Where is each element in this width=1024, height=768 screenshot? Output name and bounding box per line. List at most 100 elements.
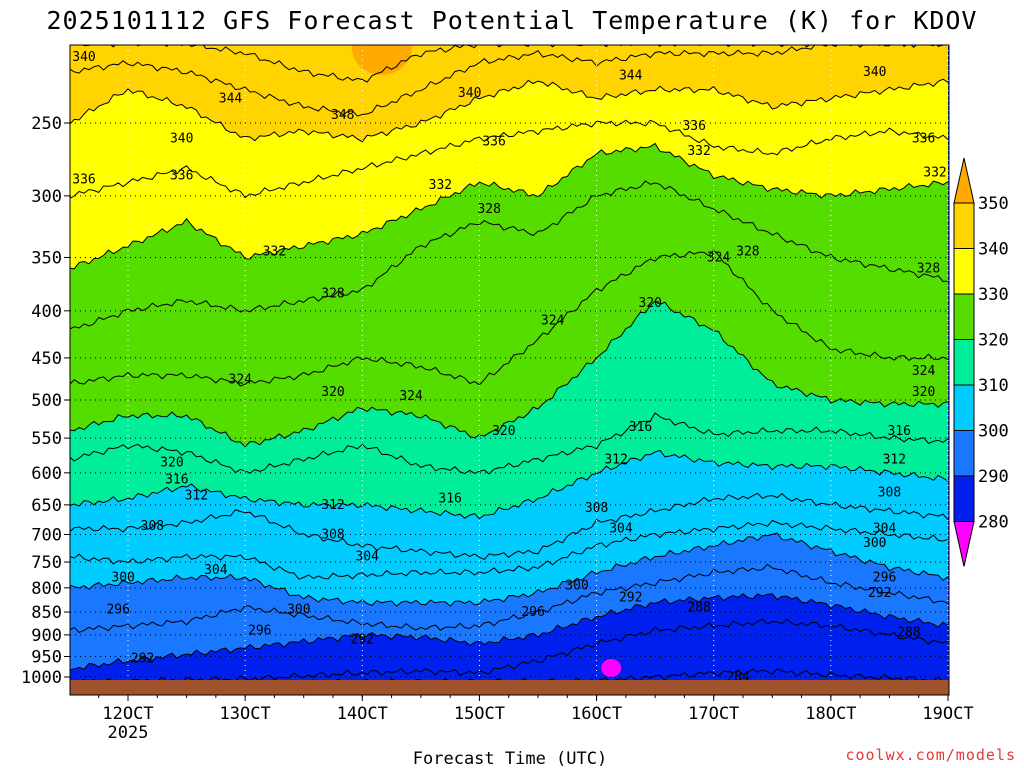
contour-label: 340 xyxy=(170,132,193,147)
contour-label: 336 xyxy=(912,132,935,147)
isentrope-312 xyxy=(70,449,949,520)
y-tick-label: 700 xyxy=(31,525,62,545)
contour-label: 292 xyxy=(131,652,154,667)
colorbar-segment xyxy=(953,202,975,249)
x-tick-label: 13OCT xyxy=(220,704,271,724)
contour-label: 304 xyxy=(355,550,379,565)
contour-label: 324 xyxy=(541,314,565,329)
isentrope-336 xyxy=(70,119,949,199)
colorbar-label: 290 xyxy=(978,467,1009,487)
plot-frame xyxy=(69,44,950,696)
contour-label: 328 xyxy=(736,245,759,260)
isentrope-344 xyxy=(70,45,945,117)
y-tick-label: 650 xyxy=(31,496,62,516)
contour-label: 308 xyxy=(878,485,901,500)
isentrope-300 xyxy=(70,532,949,607)
contour-label: 308 xyxy=(141,519,164,534)
isentrope-332 xyxy=(70,142,949,270)
x-tick-sublabel: 2025 xyxy=(108,723,149,743)
contour-label: 336 xyxy=(170,168,193,183)
contour-label: 324 xyxy=(399,389,423,404)
contour-label: 340 xyxy=(458,86,481,101)
y-tick-label: 550 xyxy=(31,429,62,449)
colorbar-top-arrow xyxy=(953,157,975,204)
contour-label: 292 xyxy=(351,632,374,647)
contour-label: 300 xyxy=(863,536,886,551)
contour-label: 320 xyxy=(639,296,662,311)
colorbar-segment xyxy=(953,475,975,522)
contour-label: 316 xyxy=(438,492,461,507)
colorbar-segment xyxy=(953,248,975,295)
contour-label: 328 xyxy=(477,202,500,217)
contour-label: 312 xyxy=(604,452,627,467)
contour-label: 304 xyxy=(873,522,897,537)
y-tick-label: 1000 xyxy=(21,668,62,688)
contour-label: 324 xyxy=(229,373,253,388)
y-tick-label: 300 xyxy=(31,187,62,207)
contour-label: 332 xyxy=(263,245,286,260)
contour-label: 332 xyxy=(429,178,452,193)
contour-label: 296 xyxy=(106,603,129,618)
colorbar-segment xyxy=(953,430,975,477)
band-cold-pocket xyxy=(601,659,622,677)
y-tick-label: 600 xyxy=(31,464,62,484)
contour-label: 304 xyxy=(204,563,228,578)
contour-label: 296 xyxy=(248,623,271,638)
isentrope-320 xyxy=(70,300,949,448)
isentrope-304 xyxy=(70,519,949,580)
y-tick-label: 800 xyxy=(31,579,62,599)
contour-label: 312 xyxy=(185,489,208,504)
contour-label: 332 xyxy=(687,144,710,159)
y-tick-label: 450 xyxy=(31,349,62,369)
contour-label: 300 xyxy=(565,578,588,593)
contour-label: 308 xyxy=(585,501,608,516)
plot-area: 340 344 348 344 340 340 340 336 336 336 336 336 332 3… xyxy=(70,45,949,695)
contour-label: 308 xyxy=(321,527,344,542)
contour-label: 292 xyxy=(619,591,642,606)
contour-label: 320 xyxy=(492,424,515,439)
contour-label: 288 xyxy=(687,600,710,615)
colorbar-label: 350 xyxy=(978,194,1009,214)
colorbar-label: 310 xyxy=(978,376,1009,396)
isentrope-288 xyxy=(70,618,949,686)
contour-label: 288 xyxy=(897,626,920,641)
y-tick-label: 250 xyxy=(31,114,62,134)
colorbar-bottom-arrow xyxy=(953,521,975,567)
contour-label: 300 xyxy=(287,603,310,618)
contour-label: 296 xyxy=(873,571,896,586)
colorbar-segment xyxy=(953,339,975,386)
x-tick-label: 19OCT xyxy=(922,704,973,724)
contour-label: 316 xyxy=(165,472,188,487)
contour-label: 344 xyxy=(219,91,243,106)
isentrope-348 xyxy=(73,45,944,83)
y-axis: 250 300 350 400 450 500 550 600 650 700 750 800 850 9… xyxy=(21,114,70,688)
isentrope-296 xyxy=(70,563,949,634)
contour-label: 316 xyxy=(629,420,652,435)
terrain-band xyxy=(70,680,949,695)
grid-lines xyxy=(70,45,949,695)
contour-label: 328 xyxy=(917,262,940,277)
x-axis-label: Forecast Time (UTC) xyxy=(413,749,607,768)
colorbar-label: 280 xyxy=(978,513,1009,533)
contour-label: 336 xyxy=(72,173,95,188)
isentrope-292 xyxy=(70,593,949,671)
x-tick-label: 18OCT xyxy=(805,704,856,724)
contour-label: 348 xyxy=(331,108,354,123)
colorbar-segment xyxy=(953,293,975,340)
colorbar-label: 330 xyxy=(978,285,1009,305)
band-348 xyxy=(83,45,944,83)
y-tick-label: 750 xyxy=(31,553,62,573)
y-tick-label: 500 xyxy=(31,391,62,411)
x-tick-label: 12OCT xyxy=(102,704,153,724)
contour-label: 340 xyxy=(863,65,886,80)
colorbar: 350 340 330 320 310 300 290 280 xyxy=(953,157,1009,567)
band-350-pocket xyxy=(351,45,412,75)
colorbar-segment xyxy=(953,384,975,431)
x-tick-label: 16OCT xyxy=(571,704,622,724)
y-tick-label: 900 xyxy=(31,626,62,646)
isentrope-324 xyxy=(70,249,949,387)
y-tick-label: 350 xyxy=(31,248,62,268)
contour-label: 336 xyxy=(682,119,705,134)
y-tick-label: 850 xyxy=(31,603,62,623)
